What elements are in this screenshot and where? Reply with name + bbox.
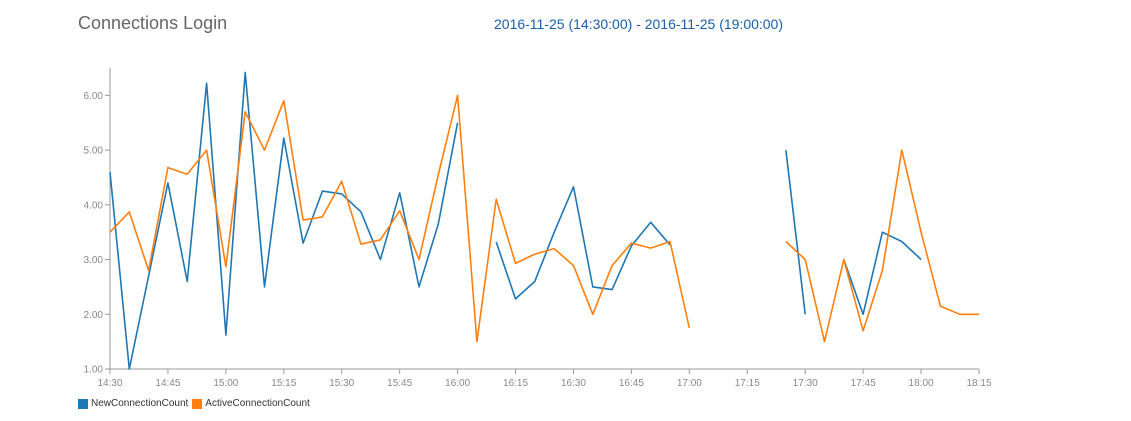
legend-label-active: ActiveConnectionCount: [205, 398, 310, 409]
y-tick-label: 5.00: [84, 146, 104, 157]
series-new-connection-count: [109, 71, 922, 370]
x-tick-label: 17:00: [677, 378, 702, 389]
x-tick-label: 17:30: [793, 378, 818, 389]
series-layer: [109, 71, 979, 370]
x-tick-label: 18:15: [966, 378, 991, 389]
x-tick-label: 15:00: [213, 378, 238, 389]
x-tick-label: 14:45: [155, 378, 180, 389]
chart-title: Connections Login: [78, 13, 228, 33]
x-tick-label: 15:15: [271, 378, 296, 389]
x-tick-label: 15:45: [387, 378, 412, 389]
legend-item-active[interactable]: ActiveConnectionCount: [192, 398, 310, 409]
series-line-segment[interactable]: [109, 94, 691, 343]
series-line-segment[interactable]: [785, 150, 806, 315]
series-line-segment[interactable]: [785, 149, 979, 343]
x-tick-label: 16:45: [619, 378, 644, 389]
y-tick-label: 3.00: [84, 255, 104, 266]
chart-legend: NewConnectionCount ActiveConnectionCount: [78, 398, 314, 409]
y-tick-label: 4.00: [84, 200, 104, 211]
legend-swatch-new: [78, 398, 88, 409]
x-tick-label: 16:30: [561, 378, 586, 389]
y-tick-label: 2.00: [84, 310, 104, 321]
x-axis: 14:30 14:45 15:00 15:15 15:30 15:45 16:00 16:15…: [97, 368, 992, 389]
y-axis: 1.00 2.00 3.00 4.00 5.00 6.00: [84, 68, 111, 376]
series-line-segment[interactable]: [495, 186, 671, 300]
x-tick-label: 16:15: [503, 378, 528, 389]
x-tick-label: 17:45: [851, 378, 876, 389]
series-active-connection-count: [109, 94, 979, 343]
x-tick-label: 14:30: [97, 378, 122, 389]
x-tick-label: 17:15: [735, 378, 760, 389]
legend-swatch-active: [192, 398, 203, 409]
time-range-label[interactable]: 2016-11-25 (14:30:00) - 2016-11-25 (19:0…: [494, 16, 784, 32]
y-tick-label: 6.00: [84, 91, 104, 102]
series-line-segment[interactable]: [109, 71, 459, 370]
legend-label-new: NewConnectionCount: [91, 398, 189, 409]
y-tick-label: 1.00: [84, 365, 104, 376]
x-tick-label: 15:30: [329, 378, 354, 389]
legend-item-new[interactable]: NewConnectionCount: [78, 398, 188, 409]
x-tick-label: 18:00: [909, 378, 934, 389]
x-tick-label: 16:00: [445, 378, 470, 389]
series-line-segment[interactable]: [843, 231, 922, 316]
